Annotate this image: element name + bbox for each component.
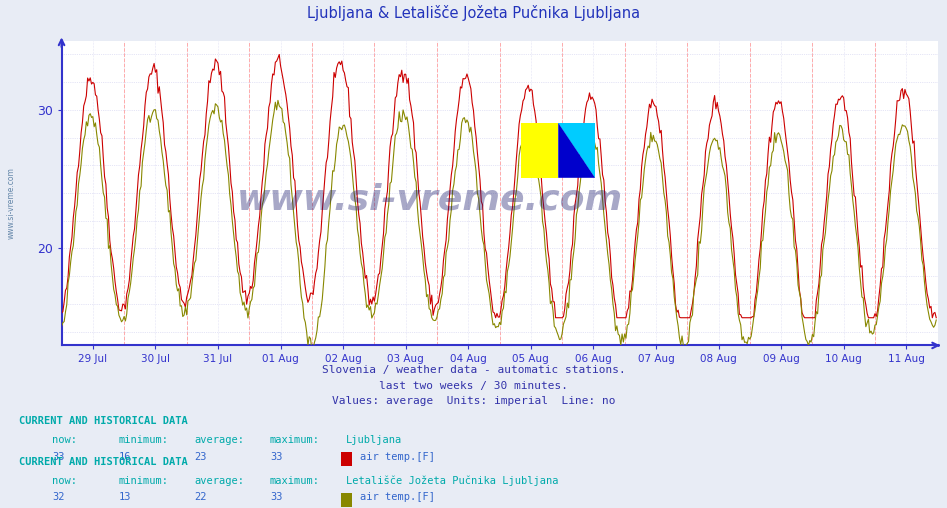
Text: minimum:: minimum: [118, 476, 169, 486]
Text: air temp.[F]: air temp.[F] [360, 492, 435, 502]
Text: Ljubljana: Ljubljana [346, 435, 402, 446]
Bar [522, 123, 558, 178]
Text: Values: average  Units: imperial  Line: no: Values: average Units: imperial Line: no [331, 396, 616, 406]
Text: CURRENT AND HISTORICAL DATA: CURRENT AND HISTORICAL DATA [19, 416, 188, 426]
Text: last two weeks / 30 minutes.: last two weeks / 30 minutes. [379, 380, 568, 391]
Text: 33: 33 [270, 452, 282, 462]
Text: now:: now: [52, 476, 77, 486]
Text: www.si-vreme.com: www.si-vreme.com [237, 182, 622, 216]
Text: Letališče Jožeta Pučnika Ljubljana: Letališče Jožeta Pučnika Ljubljana [346, 475, 558, 486]
Text: average:: average: [194, 435, 244, 446]
Text: minimum:: minimum: [118, 435, 169, 446]
Text: maximum:: maximum: [270, 435, 320, 446]
Text: 32: 32 [52, 492, 64, 502]
Text: Slovenia / weather data - automatic stations.: Slovenia / weather data - automatic stat… [322, 365, 625, 375]
Text: CURRENT AND HISTORICAL DATA: CURRENT AND HISTORICAL DATA [19, 457, 188, 467]
Text: 33: 33 [270, 492, 282, 502]
Text: now:: now: [52, 435, 77, 446]
Polygon shape [558, 123, 595, 178]
Text: www.si-vreme.com: www.si-vreme.com [7, 167, 16, 239]
Text: 33: 33 [52, 452, 64, 462]
Text: 22: 22 [194, 492, 206, 502]
Text: Ljubljana & Letališče Jožeta Pučnika Ljubljana: Ljubljana & Letališče Jožeta Pučnika Lju… [307, 5, 640, 21]
Text: maximum:: maximum: [270, 476, 320, 486]
Text: 13: 13 [118, 492, 131, 502]
Text: 23: 23 [194, 452, 206, 462]
Polygon shape [558, 123, 595, 178]
Text: air temp.[F]: air temp.[F] [360, 452, 435, 462]
Text: 16: 16 [118, 452, 131, 462]
Text: average:: average: [194, 476, 244, 486]
